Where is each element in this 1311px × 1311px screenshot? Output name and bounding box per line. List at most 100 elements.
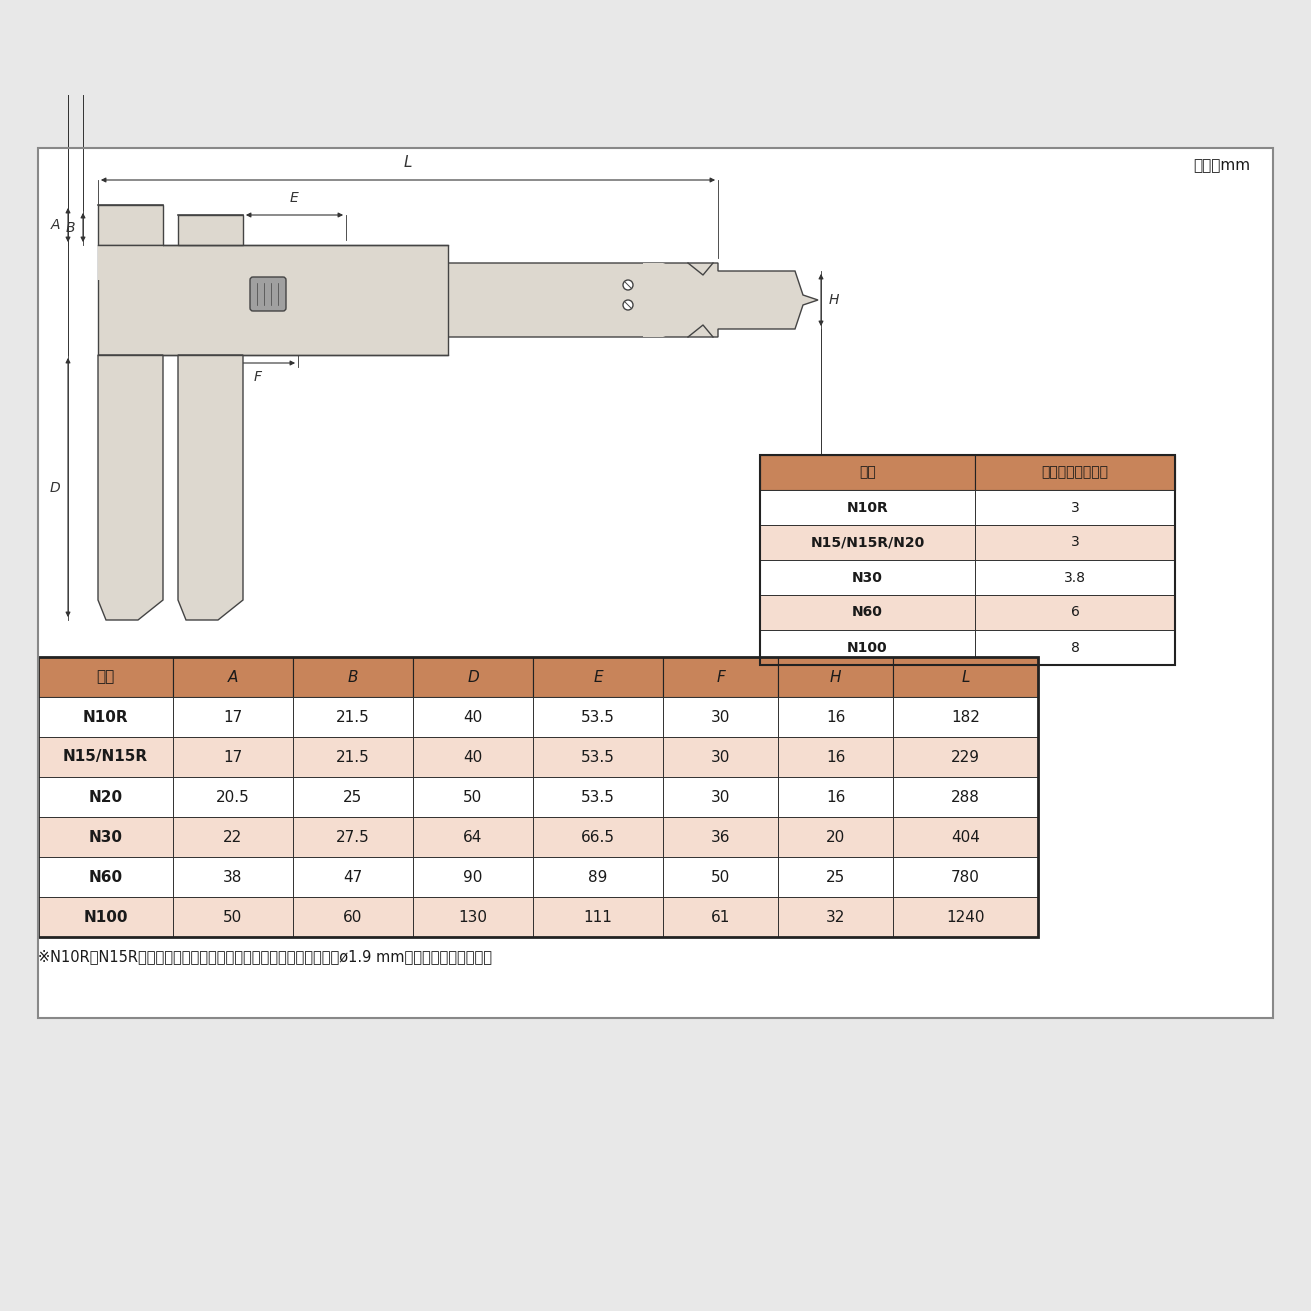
FancyBboxPatch shape bbox=[534, 657, 663, 697]
Text: 30: 30 bbox=[711, 789, 730, 805]
Text: 61: 61 bbox=[711, 910, 730, 924]
FancyBboxPatch shape bbox=[975, 560, 1175, 595]
FancyBboxPatch shape bbox=[292, 817, 413, 857]
Text: E: E bbox=[290, 191, 299, 205]
FancyBboxPatch shape bbox=[173, 737, 292, 777]
FancyBboxPatch shape bbox=[975, 490, 1175, 524]
Text: 66.5: 66.5 bbox=[581, 830, 615, 844]
Text: 40: 40 bbox=[463, 709, 482, 725]
Text: 64: 64 bbox=[463, 830, 482, 844]
Text: B: B bbox=[66, 220, 75, 235]
FancyBboxPatch shape bbox=[777, 777, 893, 817]
Text: 32: 32 bbox=[826, 910, 846, 924]
Text: D: D bbox=[467, 670, 479, 684]
Text: L: L bbox=[404, 155, 412, 170]
FancyBboxPatch shape bbox=[292, 657, 413, 697]
Text: D: D bbox=[50, 481, 60, 494]
Text: 229: 229 bbox=[950, 750, 981, 764]
Text: N60: N60 bbox=[88, 869, 122, 885]
Text: 182: 182 bbox=[950, 709, 979, 725]
Polygon shape bbox=[178, 355, 243, 620]
Text: 30: 30 bbox=[711, 750, 730, 764]
Text: 3: 3 bbox=[1071, 501, 1079, 514]
Text: 単位：mm: 単位：mm bbox=[1193, 159, 1249, 173]
Text: 8: 8 bbox=[1071, 641, 1079, 654]
FancyBboxPatch shape bbox=[173, 697, 292, 737]
Text: N30: N30 bbox=[89, 830, 122, 844]
Text: 40: 40 bbox=[463, 750, 482, 764]
FancyBboxPatch shape bbox=[38, 817, 173, 857]
FancyBboxPatch shape bbox=[663, 657, 777, 697]
Text: 50: 50 bbox=[223, 910, 243, 924]
Text: 3: 3 bbox=[1071, 535, 1079, 549]
Text: 404: 404 bbox=[950, 830, 979, 844]
Text: 3.8: 3.8 bbox=[1065, 570, 1086, 585]
Text: ※N10RとN15Rは、図中のデブスバーとは異なる丸形デプスバー（ø1.9 mm）となっております。: ※N10RとN15Rは、図中のデブスバーとは異なる丸形デプスバー（ø1.9 mm… bbox=[38, 949, 492, 964]
FancyBboxPatch shape bbox=[292, 697, 413, 737]
Text: 50: 50 bbox=[711, 869, 730, 885]
Text: 60: 60 bbox=[343, 910, 363, 924]
Text: 1240: 1240 bbox=[947, 910, 985, 924]
FancyBboxPatch shape bbox=[173, 777, 292, 817]
FancyBboxPatch shape bbox=[663, 857, 777, 897]
Polygon shape bbox=[642, 264, 694, 337]
Text: 25: 25 bbox=[343, 789, 363, 805]
Text: F: F bbox=[254, 370, 262, 384]
FancyBboxPatch shape bbox=[777, 817, 893, 857]
FancyBboxPatch shape bbox=[760, 631, 975, 665]
FancyBboxPatch shape bbox=[413, 697, 534, 737]
FancyBboxPatch shape bbox=[893, 857, 1038, 897]
Text: N100: N100 bbox=[847, 641, 888, 654]
FancyBboxPatch shape bbox=[893, 697, 1038, 737]
FancyBboxPatch shape bbox=[292, 897, 413, 937]
FancyBboxPatch shape bbox=[663, 777, 777, 817]
FancyBboxPatch shape bbox=[534, 897, 663, 937]
Text: 符号: 符号 bbox=[859, 465, 876, 480]
FancyBboxPatch shape bbox=[760, 490, 975, 524]
FancyBboxPatch shape bbox=[975, 524, 1175, 560]
Text: A: A bbox=[228, 670, 239, 684]
Text: 21.5: 21.5 bbox=[336, 709, 370, 725]
FancyBboxPatch shape bbox=[534, 737, 663, 777]
Text: 16: 16 bbox=[826, 789, 846, 805]
Text: 16: 16 bbox=[826, 709, 846, 725]
Text: 6: 6 bbox=[1071, 606, 1079, 620]
FancyBboxPatch shape bbox=[292, 777, 413, 817]
FancyBboxPatch shape bbox=[777, 737, 893, 777]
FancyBboxPatch shape bbox=[760, 524, 975, 560]
Circle shape bbox=[623, 300, 633, 309]
FancyBboxPatch shape bbox=[975, 595, 1175, 631]
Text: N30: N30 bbox=[852, 570, 882, 585]
FancyBboxPatch shape bbox=[173, 897, 292, 937]
Text: H: H bbox=[829, 292, 839, 307]
FancyBboxPatch shape bbox=[777, 657, 893, 697]
FancyBboxPatch shape bbox=[98, 245, 448, 355]
Text: 20: 20 bbox=[826, 830, 846, 844]
Text: N20: N20 bbox=[88, 789, 122, 805]
FancyBboxPatch shape bbox=[777, 697, 893, 737]
Text: 90: 90 bbox=[463, 869, 482, 885]
Text: F: F bbox=[716, 670, 725, 684]
Text: 53.5: 53.5 bbox=[581, 750, 615, 764]
FancyBboxPatch shape bbox=[178, 215, 243, 245]
Text: N10R: N10R bbox=[83, 709, 128, 725]
Text: 47: 47 bbox=[343, 869, 363, 885]
Text: 50: 50 bbox=[463, 789, 482, 805]
FancyBboxPatch shape bbox=[760, 595, 975, 631]
FancyBboxPatch shape bbox=[893, 817, 1038, 857]
Text: B: B bbox=[347, 670, 358, 684]
Text: 21.5: 21.5 bbox=[336, 750, 370, 764]
FancyBboxPatch shape bbox=[893, 777, 1038, 817]
Text: 27.5: 27.5 bbox=[336, 830, 370, 844]
Text: N10R: N10R bbox=[847, 501, 889, 514]
FancyBboxPatch shape bbox=[38, 697, 173, 737]
FancyBboxPatch shape bbox=[893, 737, 1038, 777]
Text: 111: 111 bbox=[583, 910, 612, 924]
FancyBboxPatch shape bbox=[38, 857, 173, 897]
Text: 16: 16 bbox=[826, 750, 846, 764]
Circle shape bbox=[623, 281, 633, 290]
Polygon shape bbox=[448, 264, 818, 337]
FancyBboxPatch shape bbox=[292, 857, 413, 897]
Text: 25: 25 bbox=[826, 869, 846, 885]
FancyBboxPatch shape bbox=[413, 657, 534, 697]
